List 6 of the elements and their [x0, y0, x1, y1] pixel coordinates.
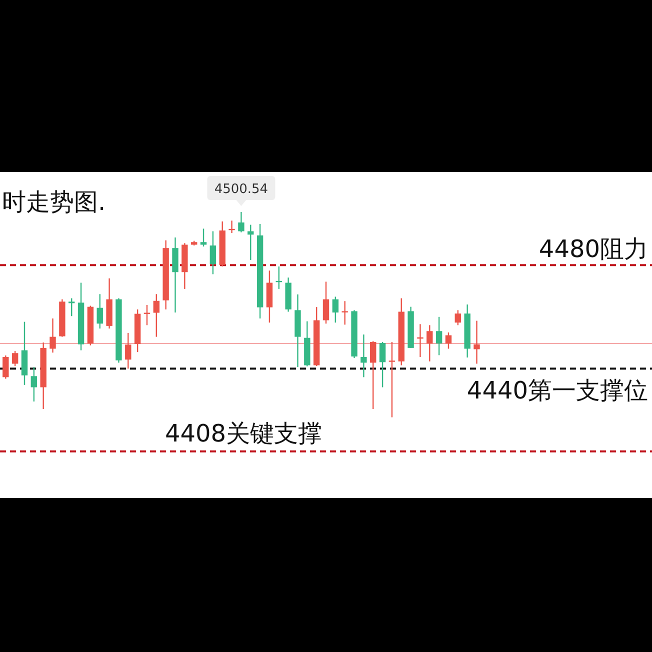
ref-line-label: 4480阻力: [538, 235, 648, 264]
text: 时走势图.: [2, 188, 106, 216]
ref-line-label: 4440第一支撑位: [466, 376, 648, 405]
annotation: 4500.54: [214, 182, 268, 197]
ref-line-label: 4408关键支撑: [165, 419, 322, 448]
annotation: 4500.54: [207, 176, 276, 206]
